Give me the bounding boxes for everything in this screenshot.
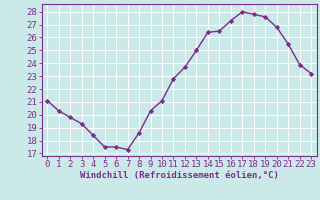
X-axis label: Windchill (Refroidissement éolien,°C): Windchill (Refroidissement éolien,°C) [80,171,279,180]
